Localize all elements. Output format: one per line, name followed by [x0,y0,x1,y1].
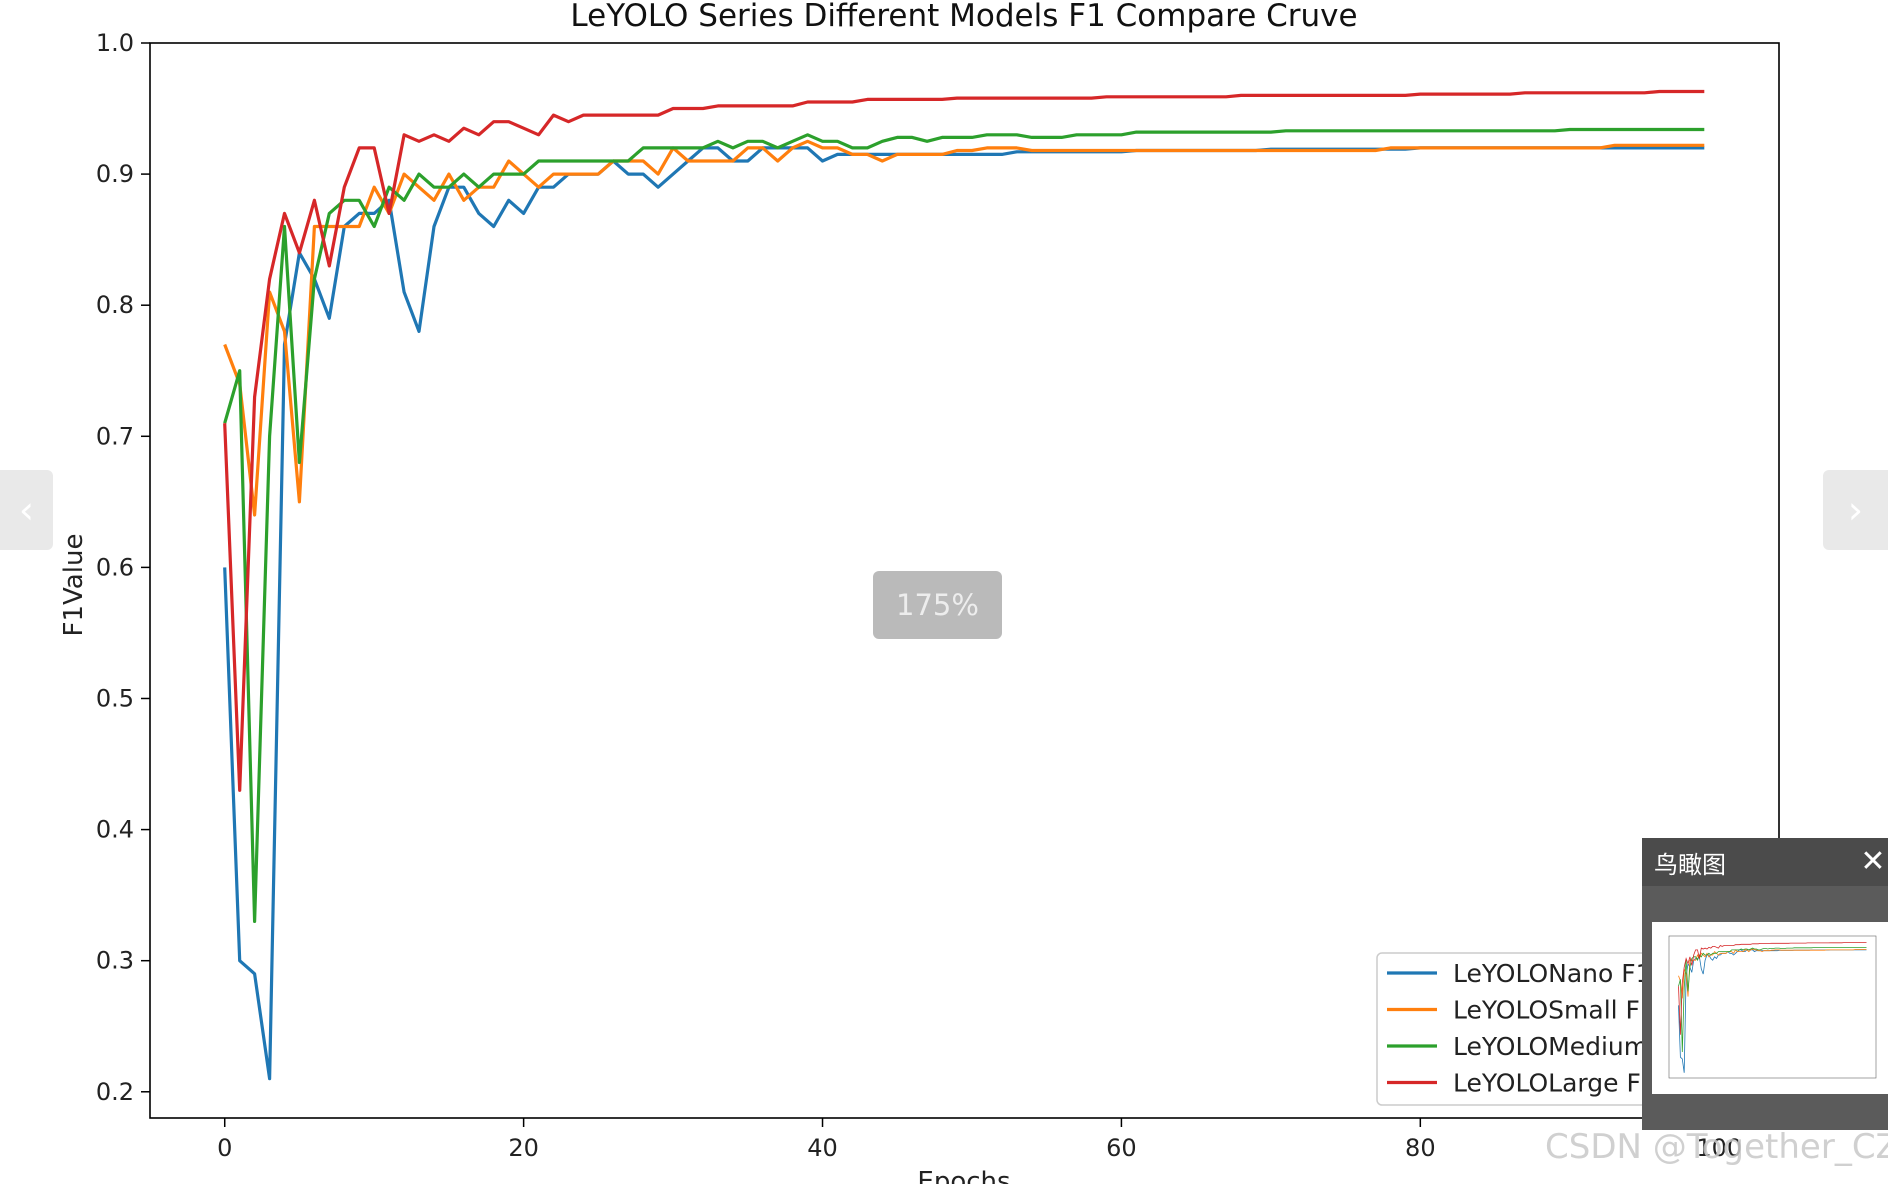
birdseye-panel[interactable]: 鸟瞰图 ✕ [1642,838,1888,1130]
thumbnail-chart [1668,935,1877,1079]
birdseye-thumbnail[interactable] [1652,922,1888,1094]
x-tick-label: 20 [508,1134,539,1162]
chevron-right-icon: › [1847,488,1864,532]
y-tick-label: 1.0 [96,29,134,57]
birdseye-title: 鸟瞰图 [1654,850,1726,879]
y-tick-label: 0.9 [96,160,134,188]
series-line-3 [223,89,1705,792]
x-tick-label: 80 [1405,1134,1436,1162]
next-image-button[interactable]: › [1823,470,1888,550]
thumbnail-series-line-2 [1678,946,1867,1053]
y-tick-label: 0.4 [96,816,134,844]
x-axis-title: Epochs [917,1167,1010,1184]
thumbnail-series-line-3 [1678,941,1867,1035]
x-tick-label: 60 [1106,1134,1137,1162]
series-line-1 [223,139,1705,517]
close-icon[interactable]: ✕ [1860,844,1886,879]
legend-label: LeYOLOSmall F1 [1453,996,1656,1025]
chart-title: LeYOLO Series Different Models F1 Compar… [570,0,1357,34]
plot-frame [149,42,1780,1119]
birdseye-header: 鸟瞰图 ✕ [1642,838,1888,886]
x-tick-label: 100 [1696,1134,1742,1162]
y-axis-title: F1Value [59,534,89,637]
thumbnail-series-line-1 [1678,948,1867,999]
previous-image-button[interactable]: ‹ [0,470,53,550]
legend-label: LeYOLOLarge F1 [1453,1069,1657,1098]
y-tick-label: 0.3 [96,947,134,975]
thumbnail-frame [1668,935,1877,1079]
legend-label: LeYOLONano F1 [1453,959,1652,988]
y-tick-label: 0.5 [96,684,134,712]
series-line-2 [223,127,1705,924]
y-tick-label: 0.2 [96,1078,134,1106]
x-tick-label: 40 [807,1134,838,1162]
y-tick-label: 0.8 [96,291,134,319]
chevron-left-icon: ‹ [18,488,35,532]
csdn-watermark: CSDN @Together_CZ [1545,1127,1888,1167]
y-tick-label: 0.7 [96,422,134,450]
zoom-level-badge: 175% [873,571,1002,639]
x-tick-label: 0 [217,1134,232,1162]
thumbnail-series-line-0 [1678,949,1867,1073]
y-tick-label: 0.6 [96,553,134,581]
